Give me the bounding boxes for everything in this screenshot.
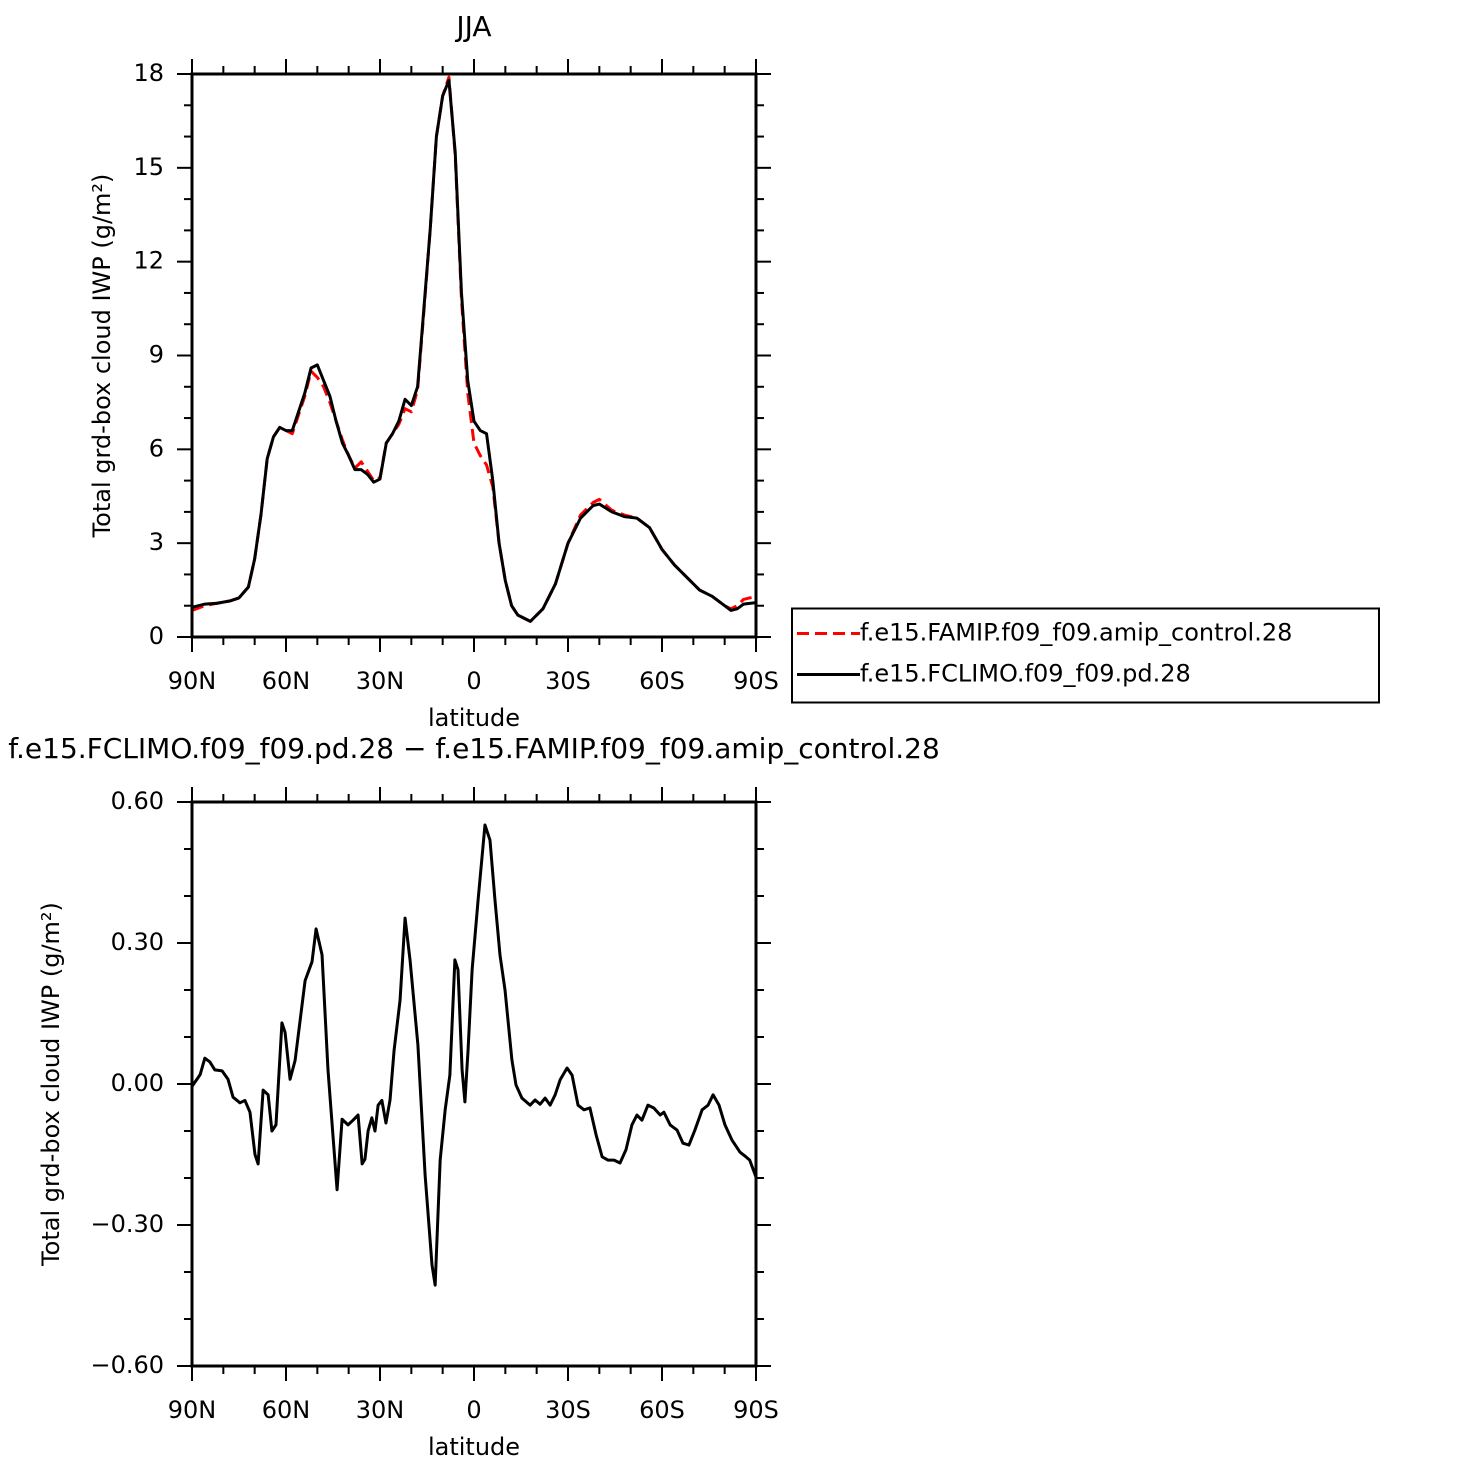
y-tick-label: 0.60 — [111, 787, 164, 815]
y-tick-label: −0.30 — [90, 1210, 164, 1238]
x-tick-label: 30N — [356, 667, 405, 695]
legend-box — [791, 607, 1380, 704]
y-tick-label: 3 — [149, 528, 164, 556]
legend-label: f.e15.FAMIP.f09_f09.amip_control.28 — [860, 619, 1292, 647]
x-tick-label: 0 — [466, 667, 481, 695]
y-tick-label: 12 — [133, 247, 164, 275]
x-tick-label: 30S — [545, 1396, 591, 1424]
data-line — [191, 78, 757, 623]
legend-label: f.e15.FCLIMO.f09_f09.pd.28 — [860, 660, 1191, 688]
y-tick-label: 0.00 — [111, 1069, 164, 1097]
x-tick-label: 90S — [733, 1396, 779, 1424]
x-tick-label: 30S — [545, 667, 591, 695]
x-tick-label: 60N — [262, 667, 311, 695]
y-tick-label: 18 — [133, 59, 164, 87]
y-tick-label: 0.30 — [111, 928, 164, 956]
chart-title: f.e15.FCLIMO.f09_f09.pd.28 − f.e15.FAMIP… — [8, 732, 940, 765]
x-axis-label: latitude — [428, 704, 520, 732]
y-axis-label: Total grd-box cloud IWP (g/m²) — [37, 902, 65, 1267]
x-tick-label: 0 — [466, 1396, 481, 1424]
y-tick-label: 0 — [149, 622, 164, 650]
y-tick-label: 6 — [149, 434, 164, 462]
x-tick-label: 60S — [639, 1396, 685, 1424]
x-tick-label: 60N — [262, 1396, 311, 1424]
x-tick-label: 60S — [639, 667, 685, 695]
x-tick-label: 90N — [168, 1396, 217, 1424]
plot-frame — [190, 72, 758, 639]
x-tick-label: 90S — [733, 667, 779, 695]
chart-title: JJA — [454, 10, 491, 43]
y-tick-label: 9 — [149, 341, 164, 369]
x-tick-label: 30N — [356, 1396, 405, 1424]
x-tick-label: 90N — [168, 667, 217, 695]
y-axis-label: Total grd-box cloud IWP (g/m²) — [88, 174, 116, 539]
data-line — [190, 823, 758, 1287]
y-tick-label: −0.60 — [90, 1351, 164, 1379]
data-line — [191, 75, 757, 623]
x-axis-label: latitude — [428, 1433, 520, 1461]
plot-frame — [190, 800, 758, 1368]
y-tick-label: 15 — [133, 153, 164, 181]
